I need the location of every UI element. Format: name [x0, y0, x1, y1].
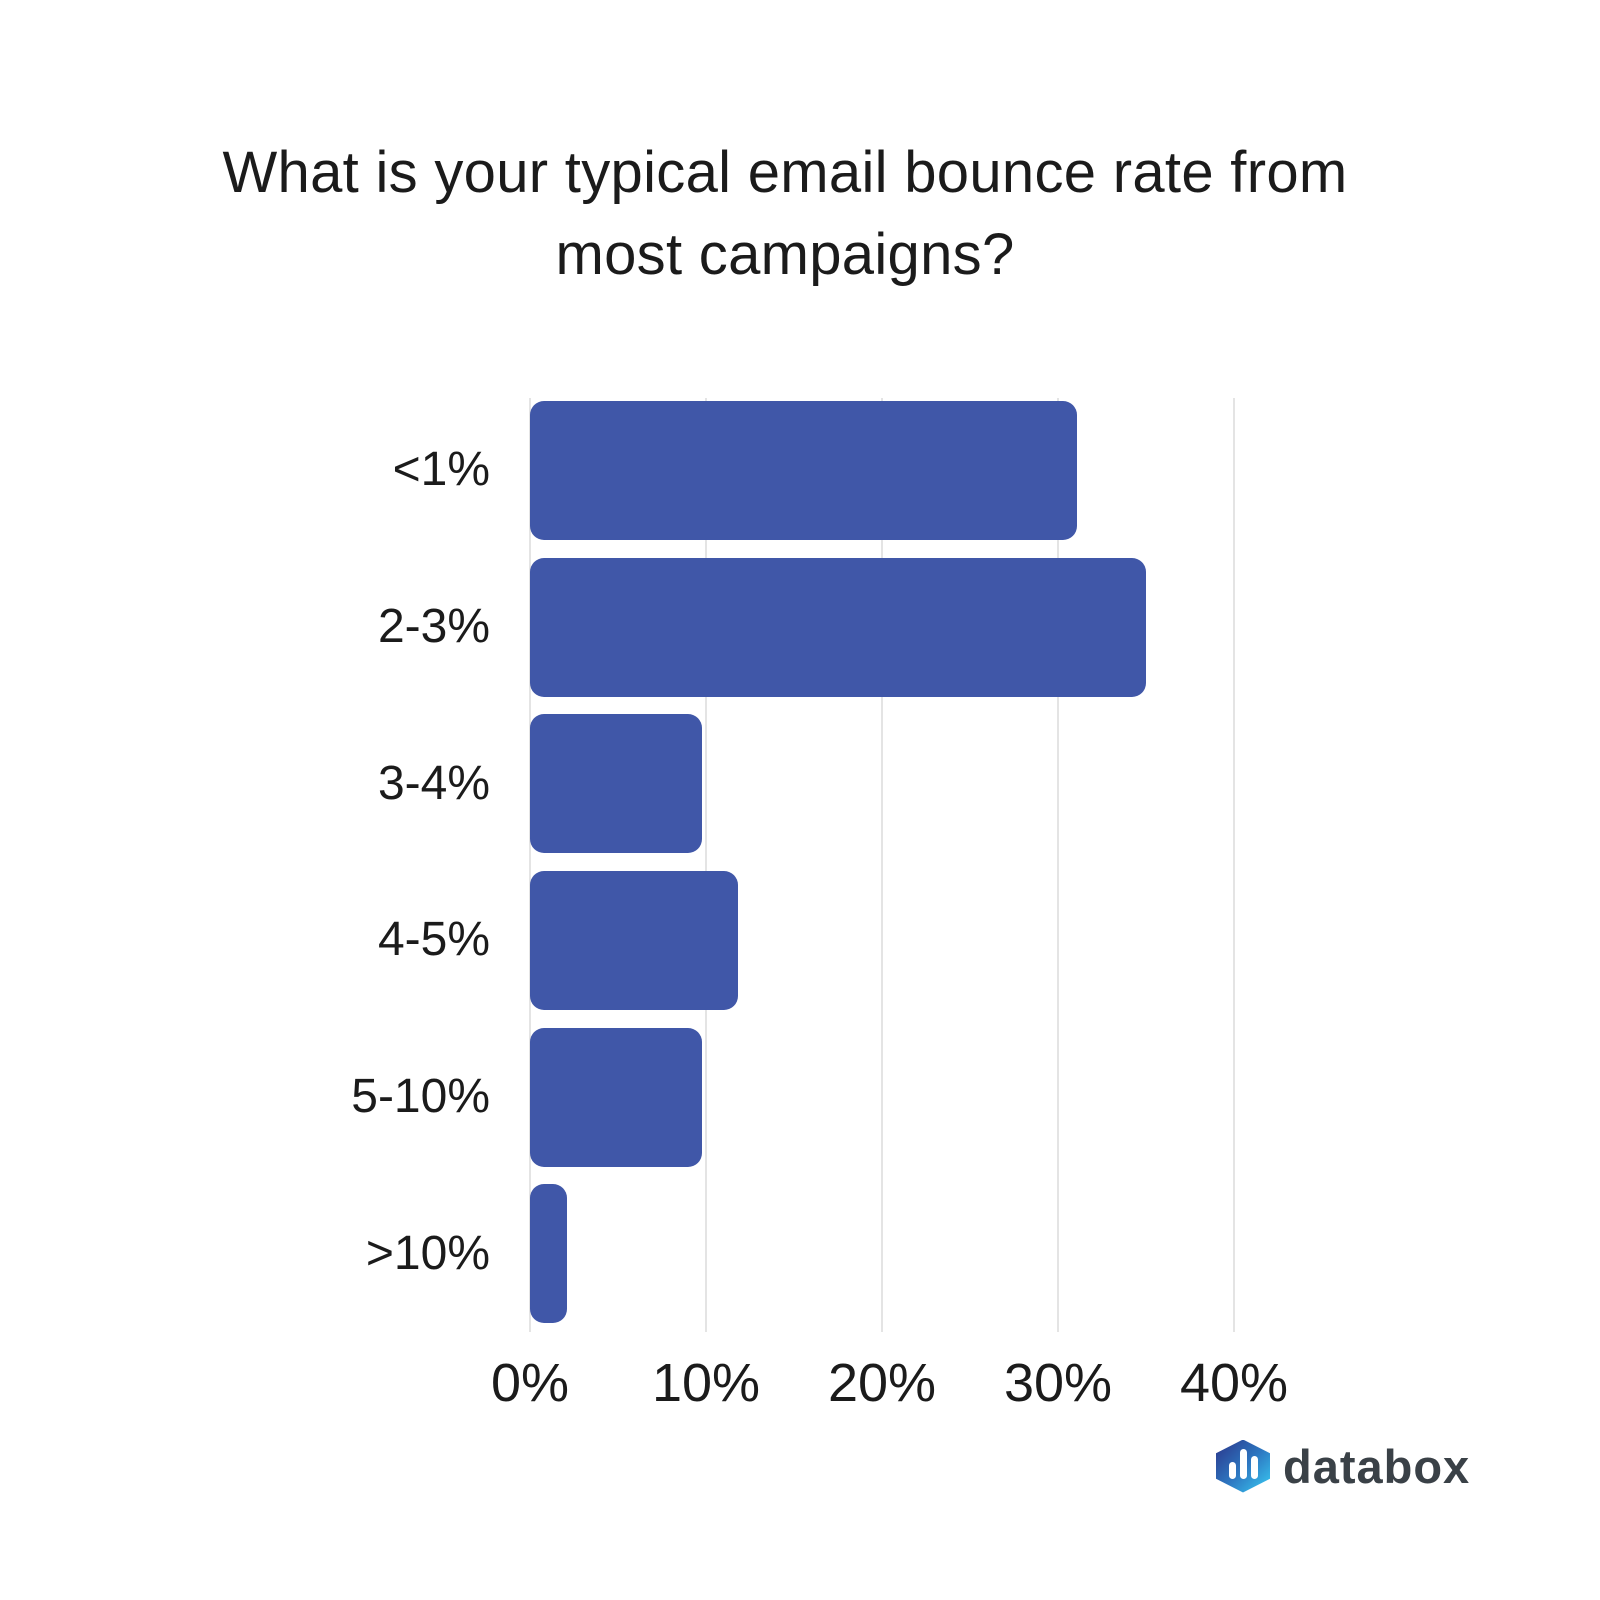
gridline	[1233, 398, 1235, 1332]
category-label: 2-3%	[377, 600, 490, 653]
chart-title: What is your typical email bounce rate f…	[190, 132, 1380, 296]
bar	[530, 401, 1077, 540]
gridline	[1057, 398, 1059, 1332]
chart-title-line-2: most campaigns?	[555, 222, 1015, 287]
bar	[530, 871, 738, 1010]
x-tick-label: 30%	[1003, 1353, 1113, 1413]
x-tick-label: 40%	[1179, 1353, 1289, 1413]
category-label: >10%	[365, 1227, 490, 1280]
logo-bar-short-icon	[1229, 1461, 1236, 1479]
bar	[530, 1184, 567, 1323]
bar	[530, 1028, 702, 1167]
category-label: 4-5%	[377, 913, 490, 966]
bar	[530, 714, 702, 853]
gridline	[705, 398, 707, 1332]
logo-bar-tall-icon	[1240, 1448, 1247, 1479]
databox-logo: databox	[1216, 1439, 1470, 1493]
gridline	[529, 398, 531, 1332]
databox-wordmark: databox	[1283, 1439, 1471, 1493]
category-label: <1%	[392, 443, 490, 496]
x-tick-label: 20%	[827, 1353, 937, 1413]
chart-title-line-1: What is your typical email bounce rate f…	[222, 140, 1348, 205]
x-tick-label: 10%	[651, 1353, 761, 1413]
category-label: 3-4%	[377, 757, 490, 810]
bar	[530, 558, 1146, 697]
x-tick-label: 0%	[490, 1353, 570, 1413]
category-label: 5-10%	[351, 1070, 490, 1123]
databox-hexagon-icon	[1216, 1439, 1270, 1493]
gridline	[881, 398, 883, 1332]
logo-bar-medium-icon	[1251, 1455, 1258, 1479]
plot-area	[529, 392, 1322, 1332]
